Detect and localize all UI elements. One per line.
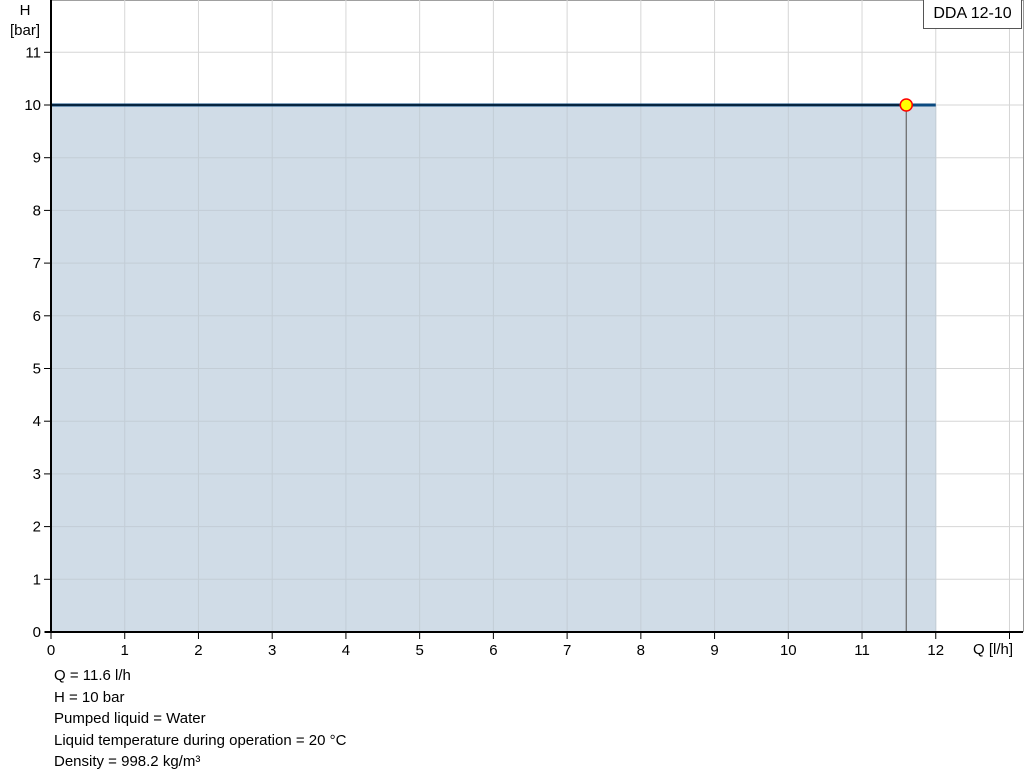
y-tick-label: 0	[33, 624, 41, 641]
info-density: Density = 998.2 kg/m³	[54, 753, 201, 770]
x-tick-label: 2	[194, 642, 202, 659]
x-tick-label: 5	[415, 642, 423, 659]
x-tick-label: 4	[342, 642, 350, 659]
x-tick-label: 3	[268, 642, 276, 659]
y-tick-label: 10	[24, 97, 41, 114]
y-tick-label: 7	[33, 255, 41, 272]
x-tick-label: 6	[489, 642, 497, 659]
x-tick-label: 11	[854, 642, 870, 659]
y-tick-label: 4	[33, 413, 41, 430]
y-tick-label: 2	[33, 519, 41, 536]
y-tick-label: 11	[25, 44, 41, 61]
marks	[51, 98, 937, 632]
y-tick-label: 1	[33, 571, 41, 588]
info-head: H = 10 bar	[54, 688, 125, 706]
x-tick-label: 0	[47, 642, 55, 659]
y-axis-label-h: H	[20, 2, 31, 19]
y-tick-label: 6	[33, 308, 41, 325]
y-tick-label: 8	[33, 202, 41, 219]
y-tick-label: 3	[33, 466, 41, 483]
legend-series-name: DDA 12-10	[923, 0, 1022, 29]
x-tick-label: 10	[780, 642, 797, 659]
info-liquid: Pumped liquid = Water	[54, 710, 206, 727]
info-temperature: Liquid temperature during operation = 20…	[54, 731, 347, 749]
y-tick-label: 9	[33, 150, 41, 167]
operating-point	[899, 98, 914, 112]
x-tick-label: 12	[927, 642, 944, 659]
y-tick-label: 5	[33, 361, 41, 378]
operating-info: Q = 11.6 l/h H = 10 bar Pumped liquid = …	[54, 665, 346, 773]
y-axis-label-unit: [bar]	[10, 22, 40, 39]
x-axis-label: Q [l/h]	[973, 641, 1013, 658]
x-tick-label: 7	[563, 642, 571, 659]
x-tick-label: 1	[121, 642, 129, 659]
x-tick-label: 9	[710, 642, 718, 659]
info-flow: Q = 11.6 l/h	[54, 667, 131, 684]
x-tick-label: 8	[637, 642, 645, 659]
